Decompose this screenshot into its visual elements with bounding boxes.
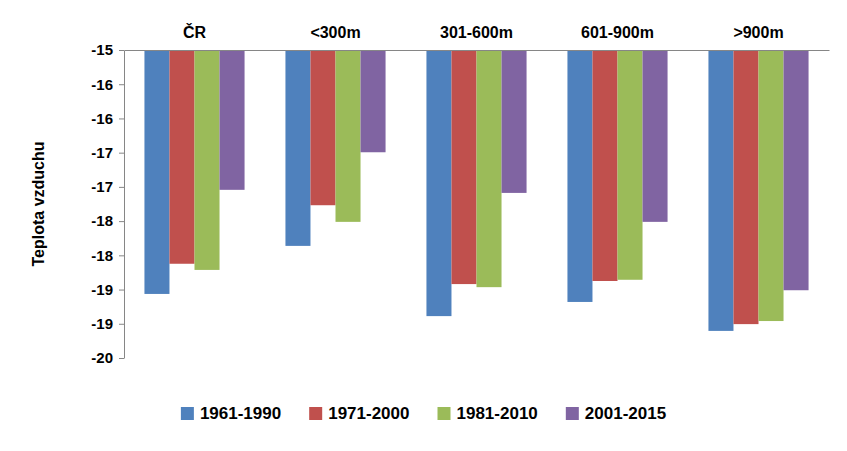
bar	[361, 50, 386, 152]
y-tick-label: -18	[91, 212, 113, 229]
legend-label: 2001-2015	[585, 404, 666, 423]
bar-series	[169, 50, 758, 324]
y-tick: -19	[91, 315, 124, 332]
x-tick-label: 601-900m	[581, 24, 654, 41]
legend-item: 1981-2010	[438, 404, 538, 423]
legend-swatch	[438, 407, 451, 420]
bar	[733, 50, 758, 324]
y-tick-label: -20	[91, 349, 113, 366]
y-tick-mark	[119, 118, 124, 119]
legend-swatch	[309, 407, 322, 420]
y-tick-label: -17	[91, 144, 113, 161]
x-axis: ČR <300m 301-600m 601-900m >900m	[125, 23, 830, 51]
bar	[451, 50, 476, 284]
x-tick: 301-600m	[440, 24, 513, 50]
chart: -15 -16 -16 -17 -17 -18 -18 -19 -19 -20 ČR <300m 301…	[0, 0, 847, 451]
y-tick: -15	[91, 41, 124, 58]
y-tick-mark	[119, 153, 124, 154]
x-tick-label: >900m	[733, 24, 783, 41]
bar	[169, 50, 194, 264]
y-tick-label: -16	[91, 110, 113, 127]
bar	[195, 50, 220, 270]
bar	[784, 50, 809, 290]
y-tick-mark	[119, 290, 124, 291]
bar	[220, 50, 245, 190]
legend-item: 2001-2015	[566, 404, 666, 423]
legend-swatch	[181, 407, 194, 420]
bar	[502, 50, 527, 193]
legend-label: 1961-1990	[200, 404, 281, 423]
x-tick: <300m	[310, 24, 360, 50]
y-tick-mark	[119, 255, 124, 256]
legend-swatch	[566, 407, 579, 420]
bar	[618, 50, 643, 280]
x-tick-label: ČR	[183, 23, 207, 41]
bar	[426, 50, 451, 316]
x-tick: >900m	[733, 24, 783, 50]
bar-series	[195, 50, 784, 321]
bar	[567, 50, 592, 302]
y-tick: -16	[91, 110, 124, 127]
y-tick-label: -16	[91, 76, 113, 93]
y-tick: -17	[91, 144, 124, 161]
x-tick: 601-900m	[581, 24, 654, 50]
y-tick-label: -18	[91, 247, 113, 264]
y-tick-label: -19	[91, 315, 113, 332]
bar-series	[144, 50, 733, 331]
y-tick: -18	[91, 247, 124, 264]
y-tick: -20	[91, 349, 124, 366]
y-tick: -16	[91, 76, 124, 93]
y-tick-mark	[119, 50, 124, 51]
bar	[643, 50, 668, 222]
y-tick-mark	[119, 84, 124, 85]
bar	[336, 50, 361, 222]
x-tick: ČR	[183, 23, 207, 50]
y-axis: -15 -16 -16 -17 -17 -18 -18 -19 -19 -20	[91, 41, 124, 366]
y-tick-label: -19	[91, 281, 113, 298]
bar	[708, 50, 733, 331]
legend: 1961-1990 1971-2000 1981-2010 2001-2015	[181, 404, 666, 423]
x-tick-label: <300m	[310, 24, 360, 41]
y-tick-mark	[119, 358, 124, 359]
y-tick: -19	[91, 281, 124, 298]
legend-item: 1971-2000	[309, 404, 409, 423]
legend-item: 1961-1990	[181, 404, 281, 423]
bar	[144, 50, 169, 294]
y-tick-mark	[119, 221, 124, 222]
x-tick-label: 301-600m	[440, 24, 513, 41]
bar	[310, 50, 335, 205]
y-tick: -18	[91, 212, 124, 229]
y-tick: -17	[91, 178, 124, 195]
y-axis-title: Teplota vzduchu	[30, 141, 47, 266]
y-tick-label: -15	[91, 41, 113, 58]
bar	[285, 50, 310, 246]
y-tick-label: -17	[91, 178, 113, 195]
y-axis-line	[124, 51, 125, 359]
bar	[759, 50, 784, 321]
bar	[592, 50, 617, 281]
bars	[144, 50, 808, 331]
legend-label: 1981-2010	[457, 404, 538, 423]
legend-label: 1971-2000	[328, 404, 409, 423]
x-axis-line	[125, 50, 830, 51]
bar	[477, 50, 502, 287]
bar-series	[220, 50, 809, 290]
y-tick-mark	[119, 187, 124, 188]
plot: -15 -16 -16 -17 -17 -18 -18 -19 -19 -20 ČR <300m 301…	[91, 0, 829, 366]
y-tick-mark	[119, 324, 124, 325]
